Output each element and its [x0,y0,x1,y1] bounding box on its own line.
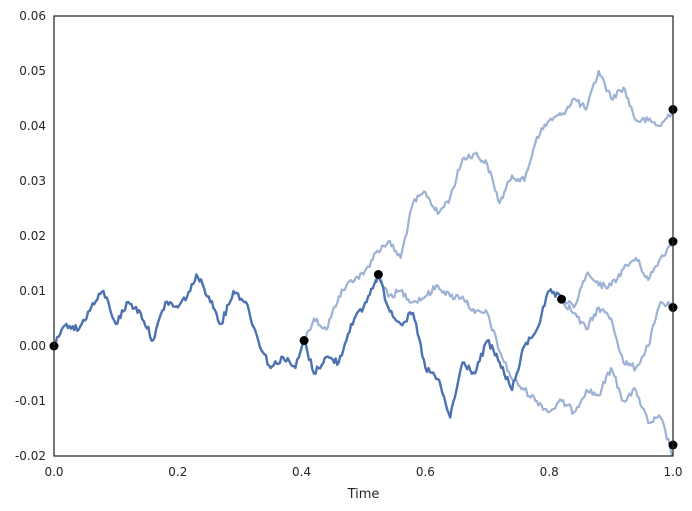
x-tick-label: 0.6 [416,465,435,479]
branch-path-5 [560,241,675,309]
x-tick-labels: 0.0 0.2 0.4 0.6 0.8 1.0 [44,465,682,479]
x-tick-label: 0.8 [540,465,559,479]
trunk-path-1 [302,274,380,376]
y-tick-label: 0.02 [19,229,46,243]
branch-path-4 [377,274,674,457]
y-tick-label: 0.04 [19,119,46,133]
x-tick-label: 0.0 [44,465,63,479]
y-tick-label: 0.06 [19,9,46,23]
y-tick-label: 0.01 [19,284,46,298]
branch-point-marker-3 [557,294,567,304]
plot-frame [53,15,674,457]
series-layer [53,69,675,457]
x-axis-label: Time [347,487,380,502]
y-tick-labels: 0.06 0.05 0.04 0.03 0.02 0.01 0.00 -0.01 -0.02 [15,9,46,463]
branch-path-3 [303,69,675,342]
y-tick-label: 0.03 [19,174,46,188]
branch-point-marker-2 [373,270,383,279]
y-tick-label: 0.00 [19,339,46,353]
y-tick-label: -0.02 [15,449,46,463]
y-tick-label: 0.05 [19,64,46,78]
x-tick-label: 0.2 [168,465,187,479]
branch-point-marker-1 [299,336,309,345]
y-tick-label: -0.01 [15,394,46,408]
trunk-path-0 [53,273,306,370]
branch-path-6 [560,298,675,372]
trunk-path-2 [377,274,563,419]
x-tick-label: 1.0 [663,465,682,479]
x-tick-label: 0.4 [292,465,311,479]
